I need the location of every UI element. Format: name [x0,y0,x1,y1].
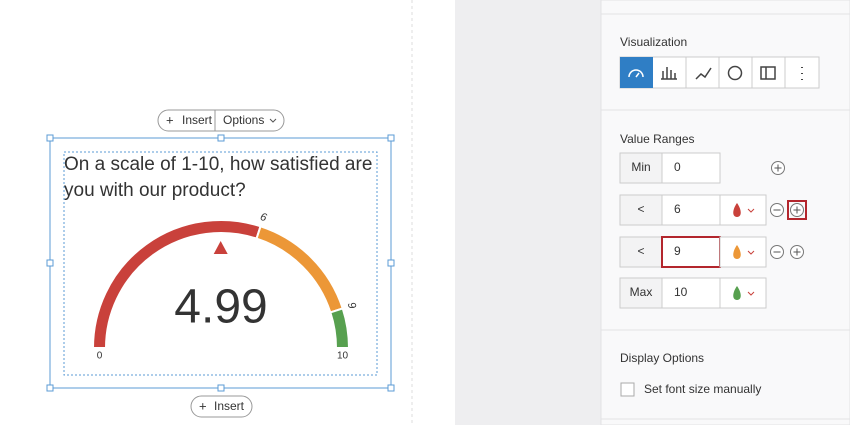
gauge: 6 9 0 10 4.99 [91,211,358,362]
resize-handle[interactable] [217,134,225,142]
bar-button[interactable] [653,57,686,88]
handles [46,134,395,392]
bar-icon [661,67,677,80]
chevron [747,291,755,296]
question-line: On a scale of 1-10, how satisfied are [64,154,372,175]
range-label-box [619,194,663,226]
pie-icon [727,65,743,81]
color-drop [733,245,741,259]
viz-buttons [619,56,820,89]
chevron [747,208,755,213]
options-button[interactable]: Options [223,113,264,127]
plus-icon [793,248,801,256]
range-input[interactable] [661,152,721,184]
section-title: Display Options [620,351,704,365]
section-title: Value Ranges [620,132,695,146]
checkbox[interactable] [620,382,635,397]
gutter [455,0,601,425]
range-input[interactable] [661,194,721,226]
insert-button[interactable]: Insert [182,113,213,127]
gauge-segment [329,307,351,349]
highlight [787,200,807,220]
color-picker[interactable] [719,277,767,309]
color-picker[interactable] [719,194,767,226]
color-picker[interactable] [719,236,767,268]
range-value: 6 [674,202,681,216]
section-title: Visualization [620,35,687,49]
min-label: 0 [97,351,103,362]
pie-button[interactable] [719,57,752,88]
widget-toolbar [157,109,285,132]
gauge-icon [628,69,644,78]
question-line: you with our product? [64,180,246,201]
threshold-label: 6 [259,211,269,225]
plus-icon [793,206,801,214]
range-label-box [619,152,663,184]
line-icon [695,67,712,80]
resize-handle[interactable] [387,134,395,142]
resize-handle[interactable] [46,384,54,392]
plus-icon: + [199,398,207,413]
line-button[interactable] [686,57,719,88]
insert-button[interactable]: Insert [214,399,245,413]
range-label: Max [630,285,653,299]
range-label: < [637,202,644,216]
color-drop [733,286,741,300]
widget-toolbar [190,395,253,418]
range-input[interactable] [661,236,721,268]
range-value: 10 [674,285,688,299]
value-marker [213,241,228,255]
range-value: 9 [674,244,681,258]
table-icon [760,66,776,80]
resize-handle[interactable] [387,259,395,267]
range-label-box [619,277,663,309]
chevron [269,118,277,123]
resize-handle[interactable] [46,259,54,267]
range-label-box [619,236,663,268]
resize-handle[interactable] [387,384,395,392]
value-ranges: Min 0 < 6 < 9 Max 10 [619,152,807,309]
more-button[interactable] [785,57,819,88]
color-drop [733,203,741,217]
table-button[interactable] [752,57,785,88]
gauge-button[interactable] [620,57,653,88]
plus-icon: + [166,112,174,127]
gauge-value: 4.99 [174,281,267,334]
canvas [0,0,455,425]
max-label: 10 [337,351,349,362]
plus-icon [774,164,782,172]
range-input[interactable] [661,277,721,309]
content-box [63,151,378,376]
threshold-label: 9 [345,301,358,311]
resize-handle[interactable] [46,134,54,142]
chevron [747,250,755,255]
resize-handle[interactable] [217,384,225,392]
range-label: < [637,244,644,258]
range-label: Min [631,160,650,174]
range-value: 0 [674,160,681,174]
checkbox-label[interactable]: Set font size manually [644,382,761,396]
